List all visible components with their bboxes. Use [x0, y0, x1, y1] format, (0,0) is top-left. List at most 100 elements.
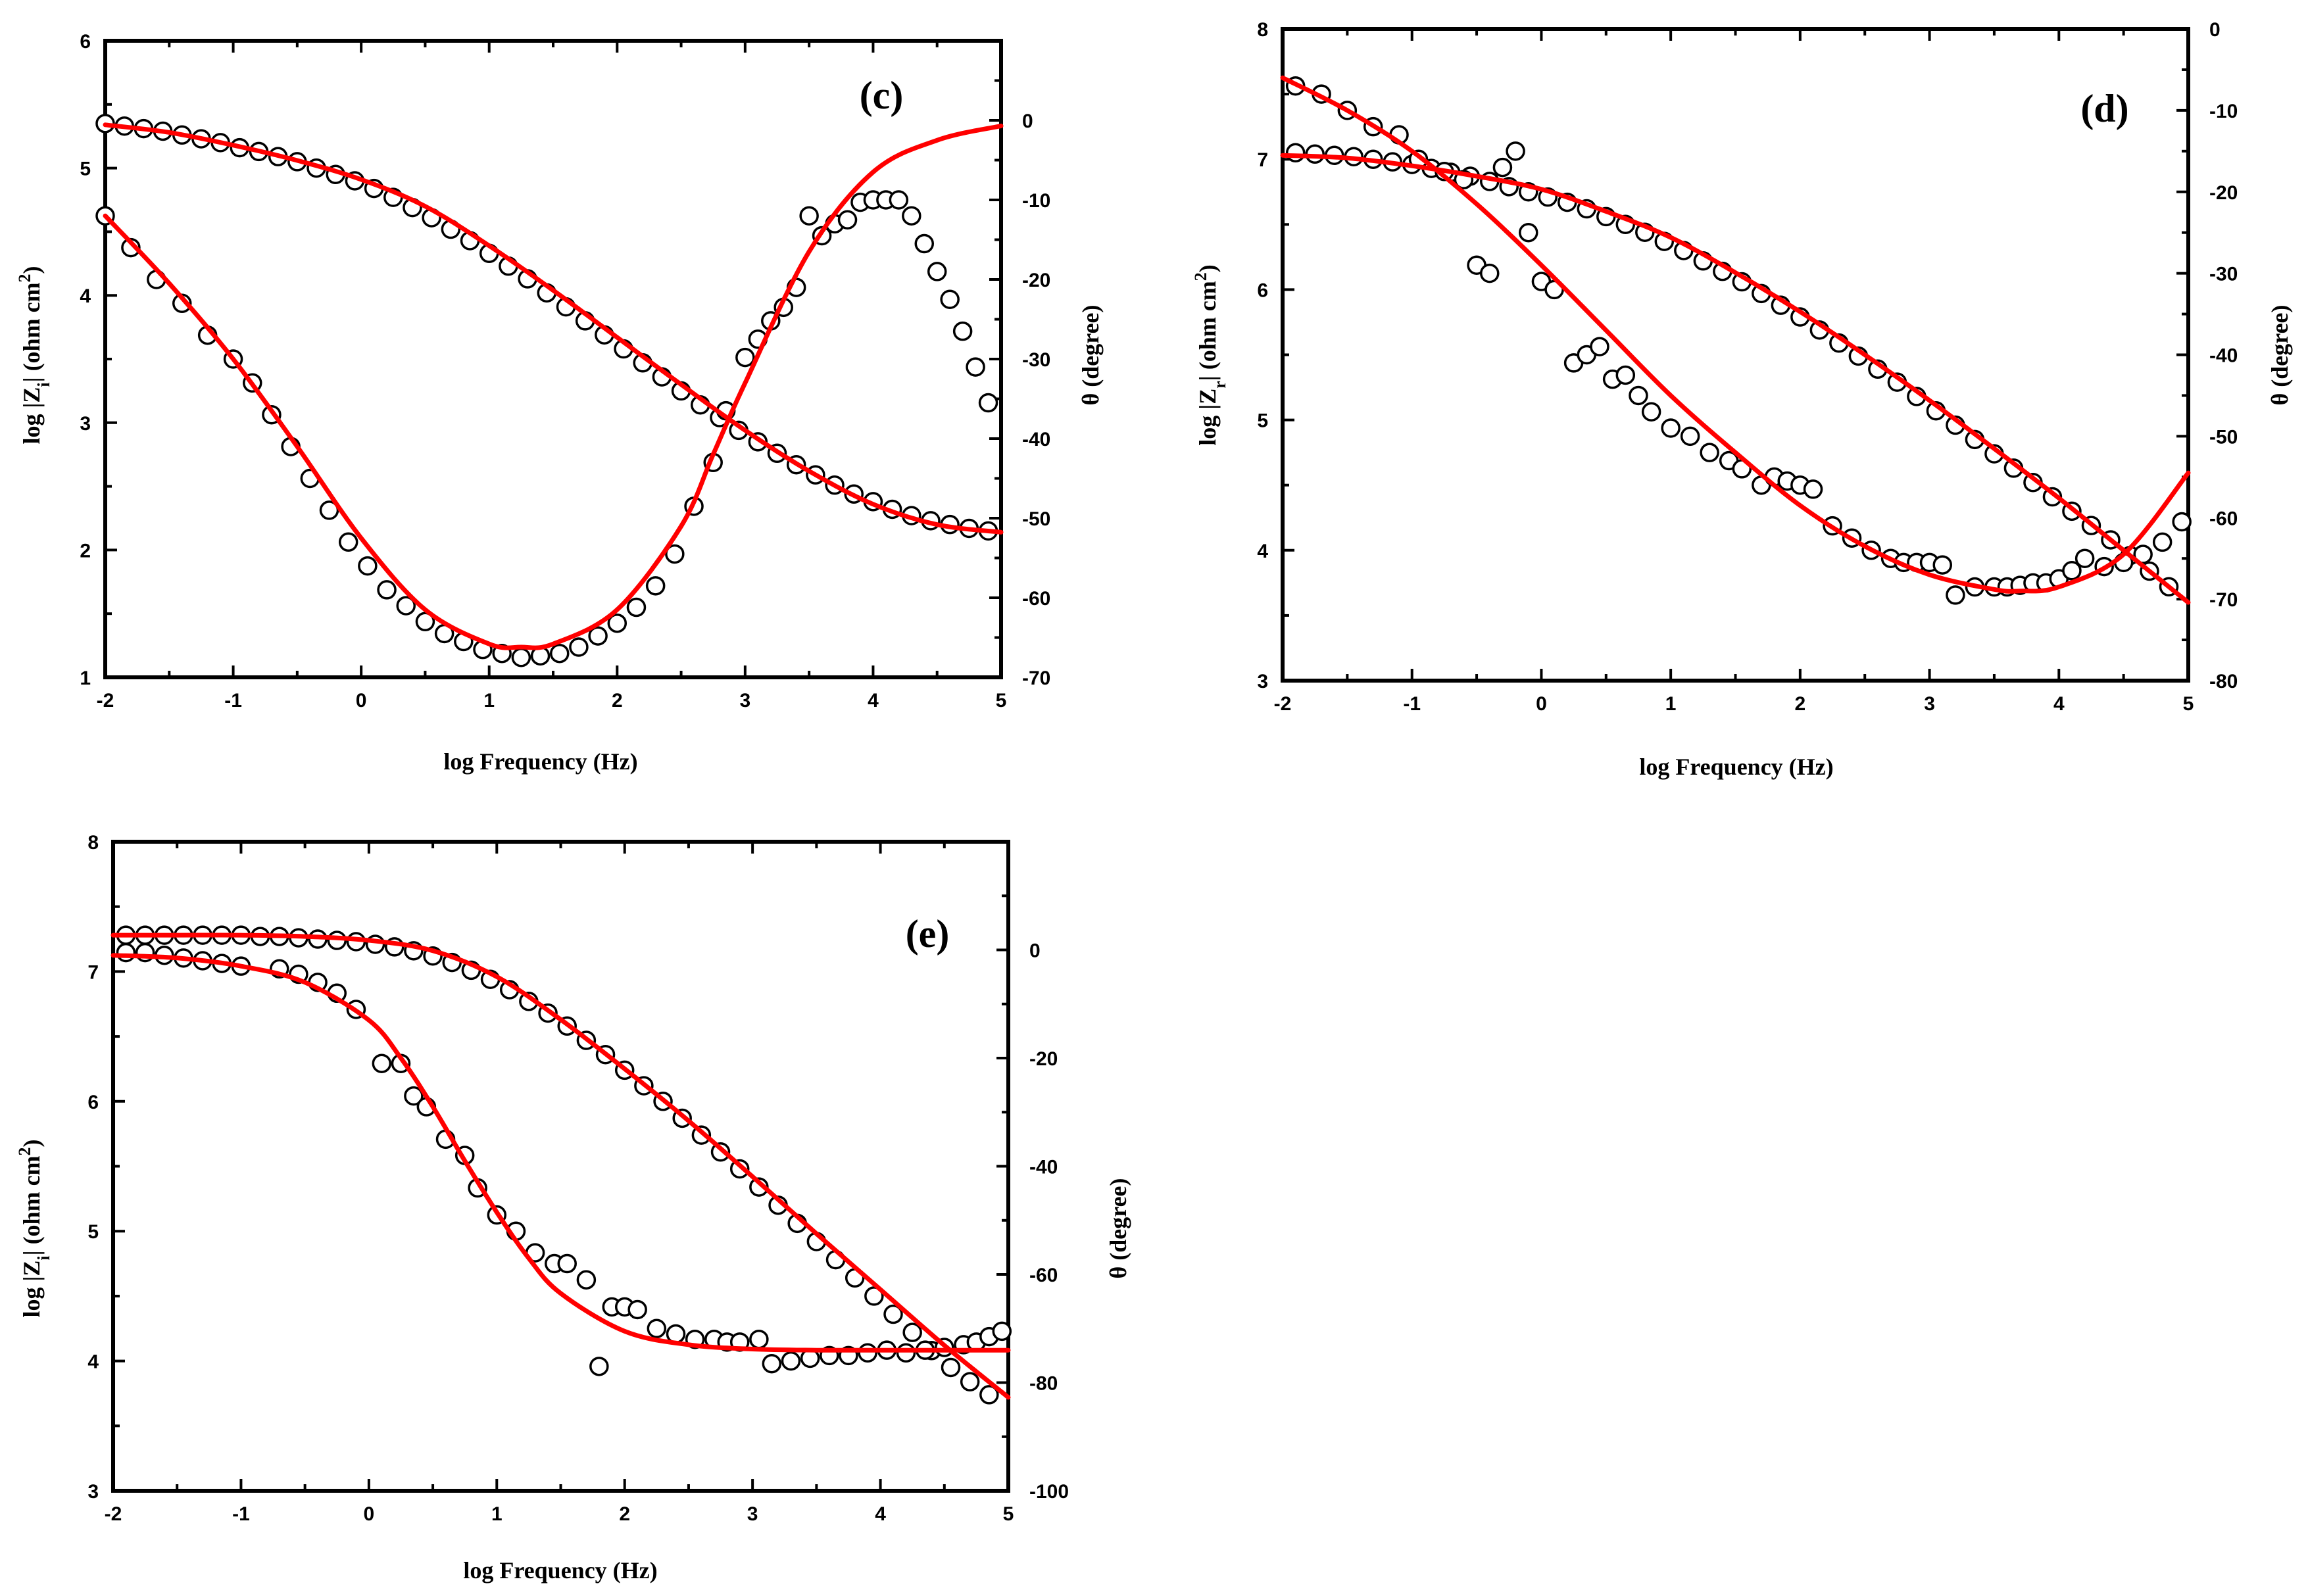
data-point [902, 206, 921, 226]
y2-tick-label: -100 [1029, 1481, 1069, 1503]
data-point [1479, 263, 1500, 283]
y2-tick-label: -40 [2209, 345, 2238, 367]
y-tick-label: 4 [87, 1351, 99, 1373]
y2-tick-label: -20 [1029, 1048, 1058, 1070]
y2-tick-label: -40 [1029, 1157, 1058, 1178]
x-tick-label: 0 [356, 690, 367, 712]
data-point [338, 532, 358, 552]
x-tick-label: 4 [868, 690, 879, 712]
y2-axis-title: θ (degree) [2267, 304, 2293, 405]
x-tick-label: 3 [740, 690, 751, 712]
x-axis-title: log Frequency (Hz) [443, 748, 637, 775]
y2-tick-label: -50 [1022, 508, 1050, 530]
data-point [404, 1086, 424, 1106]
data-point [557, 1253, 577, 1274]
data-point [864, 1286, 884, 1306]
y2-tick-label: -80 [2209, 671, 2238, 692]
y-tick-label: 5 [80, 158, 91, 180]
y-axis-title: log |Zi| (ohm cm2) [15, 1139, 53, 1317]
x-tick-label: -1 [224, 690, 242, 712]
data-point [941, 1357, 961, 1378]
data-point [1946, 585, 1965, 605]
data-point [627, 1299, 647, 1320]
data-point [940, 289, 960, 309]
y2-tick-label: -20 [2209, 182, 2238, 204]
data-point [588, 626, 608, 646]
data-point [1492, 157, 1513, 178]
data-point [1519, 222, 1538, 243]
data-point [927, 262, 947, 281]
data-point [1661, 418, 1681, 438]
fit-line [1280, 153, 2191, 605]
y2-tick-label: -30 [2209, 264, 2238, 285]
data-point [2075, 548, 2095, 568]
x-tick-label: -2 [105, 1503, 122, 1525]
x-tick-label: 4 [875, 1503, 886, 1525]
data-point [372, 1053, 392, 1073]
x-tick-label: -2 [97, 690, 114, 712]
data-point [1506, 141, 1525, 161]
y-axis-title: log |Zr| (ohm cm2) [1191, 264, 1229, 445]
data-point [978, 393, 998, 413]
x-tick-label: 5 [996, 690, 1007, 712]
y2-tick-label: -20 [1022, 270, 1050, 291]
panel-label: (c) [860, 74, 904, 117]
x-tick-label: 1 [1665, 693, 1677, 715]
y-tick-label: 6 [1257, 279, 1268, 301]
data-point [2172, 512, 2192, 532]
data-point [576, 1270, 597, 1290]
y2-axis-title: θ (degree) [1105, 1178, 1131, 1278]
x-tick-label: -1 [232, 1503, 250, 1525]
data-point [2133, 544, 2153, 564]
data-point [377, 580, 397, 600]
data-point [1629, 385, 1648, 406]
data-point [647, 1318, 667, 1338]
x-tick-label: 2 [1795, 693, 1806, 715]
y2-tick-label: -40 [1022, 429, 1050, 450]
y-tick-label: 7 [1257, 149, 1268, 171]
data-point [607, 613, 627, 633]
y2-tick-label: -80 [1029, 1373, 1058, 1395]
data-point [396, 596, 416, 616]
data-point [992, 1321, 1012, 1342]
y-tick-label: 5 [87, 1221, 99, 1243]
data-point [1590, 337, 1609, 356]
y2-tick-label: 0 [1029, 940, 1041, 962]
data-point [589, 1357, 609, 1376]
x-axis-title: log Frequency (Hz) [1639, 754, 1833, 780]
data-point [2062, 561, 2082, 581]
y-tick-label: 8 [87, 832, 99, 854]
y2-tick-label: -60 [2209, 508, 2238, 529]
chart-panel-d: -2 -1 0 1 2 3 4 5345678-80-70-60-50-40-30-20-10… [1191, 19, 2294, 780]
plot-area: -2 -1 0 1 2 3 4 5 3 4 5 6 7 8 -100 -80 -60 -40 -20 0 [87, 832, 1069, 1525]
data-point [319, 500, 339, 520]
data-point [1615, 365, 1636, 385]
data-point [569, 637, 589, 657]
data-point [2152, 532, 2173, 552]
data-point [952, 321, 973, 341]
x-tick-label: 5 [2183, 693, 2194, 715]
x-tick-label: 1 [491, 1503, 503, 1525]
y-tick-label: 2 [80, 540, 91, 562]
data-point [549, 643, 570, 664]
data-point [358, 556, 378, 576]
y2-tick-label: 0 [1022, 110, 1033, 132]
data-point [415, 612, 435, 632]
data-point [665, 544, 685, 564]
panel-label: (d) [2080, 87, 2128, 130]
y-tick-label: 6 [80, 31, 91, 53]
data-point [883, 1304, 903, 1324]
y-tick-label: 4 [1257, 541, 1268, 562]
x-tick-label: 3 [1924, 693, 1935, 715]
x-tick-label: 2 [612, 690, 623, 712]
chart-panel-e: -2 -1 0 1 2 3 4 5 3 4 5 6 7 8 -100 -80 -60 -40 -20 0 (e) lo… [15, 832, 1132, 1584]
fit-line [1280, 75, 2191, 594]
x-tick-label: 2 [619, 1503, 630, 1525]
y-tick-label: 3 [87, 1481, 99, 1503]
data-point [837, 210, 858, 230]
data-point [960, 1372, 980, 1391]
y-tick-label: 3 [1257, 671, 1268, 692]
y2-tick-label: -50 [2209, 426, 2238, 448]
y-tick-label: 8 [1257, 19, 1268, 41]
y2-tick-label: -60 [1029, 1265, 1058, 1286]
